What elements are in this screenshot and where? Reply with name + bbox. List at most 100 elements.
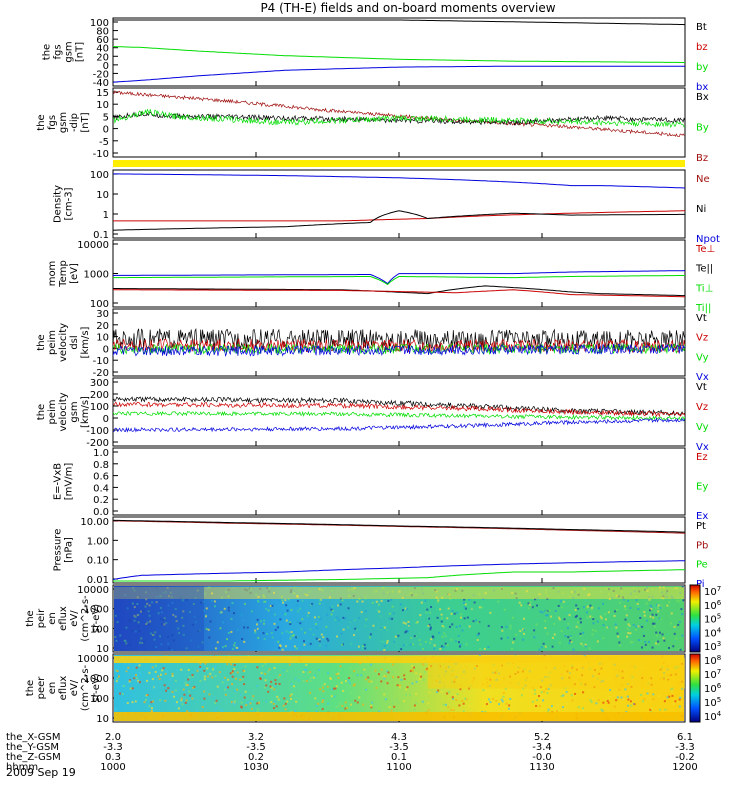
spectrogram-pixel xyxy=(265,607,268,610)
spectrogram-pixel xyxy=(309,691,312,694)
spectrogram-pixel xyxy=(231,683,234,686)
spectrogram-pixel xyxy=(667,646,670,649)
spectrogram-pixel xyxy=(462,702,465,705)
spectrogram-pixel xyxy=(171,601,174,604)
spectrogram-pixel xyxy=(529,601,532,604)
spectrogram-pixel xyxy=(456,633,459,636)
spectrogram-pixel xyxy=(607,611,610,614)
spectrogram-pixel xyxy=(158,678,161,681)
spectrogram-pixel xyxy=(267,609,270,612)
y-axis-label-line: [km/s] xyxy=(80,396,91,428)
series-Ne xyxy=(113,210,685,222)
spectrogram-pixel xyxy=(318,602,321,605)
spectrogram-pixel xyxy=(321,686,324,689)
spectrogram-pixel xyxy=(455,699,458,702)
spectrogram-pixel xyxy=(460,613,463,616)
spectrogram-pixel xyxy=(467,630,470,633)
series-Vt xyxy=(113,396,685,417)
spectrogram-pixel xyxy=(314,622,317,625)
spectrogram-pixel xyxy=(289,694,292,697)
spectrogram-pixel xyxy=(231,701,234,704)
spectrogram-pixel xyxy=(145,623,148,626)
spectrogram-pixel xyxy=(288,663,291,666)
spectrogram-pixel xyxy=(213,696,216,699)
spectrogram-pixel xyxy=(281,632,284,635)
spectrogram-pixel xyxy=(215,706,218,709)
spectrogram-pixel xyxy=(357,669,360,672)
panel-peim-velocity-gsm: the peim velocity gsm [km/s] 3002001000-100-2… xyxy=(36,377,709,453)
spectrogram-pixel xyxy=(569,635,572,638)
spectrogram-pixel xyxy=(350,691,353,694)
spectrogram-pixel xyxy=(406,630,409,633)
spectrogram-pixel xyxy=(392,701,395,704)
spectrogram-pixel xyxy=(196,709,199,712)
y-tick-label: 0.2 xyxy=(93,495,109,506)
spectrogram-pixel xyxy=(150,701,153,704)
spectrogram-pixel xyxy=(263,686,266,689)
spectrogram-pixel xyxy=(259,620,262,623)
spectrogram-pixel xyxy=(206,675,209,678)
spectrogram-pixel xyxy=(651,646,654,649)
colorbar-tick-exponent: 3 xyxy=(717,640,721,648)
y-tick-label: 40 xyxy=(96,44,109,55)
spectrogram-pixel xyxy=(155,601,158,604)
spectrogram-pixel xyxy=(314,674,317,677)
spectrogram-pixel xyxy=(592,622,595,625)
spectrogram-pixel xyxy=(567,623,570,626)
spectrogram-pixel xyxy=(155,664,158,667)
spectrogram-pixel xyxy=(658,631,661,634)
spectrogram-pixel xyxy=(265,700,268,703)
spectrogram-pixel xyxy=(234,699,237,702)
spectrogram-pixel xyxy=(639,616,642,619)
spectrogram-pixel xyxy=(161,623,164,626)
spectrogram-pixel xyxy=(551,645,554,648)
spectrogram-pixel xyxy=(565,690,568,693)
spectrogram-pixel xyxy=(133,619,136,622)
spectrogram-pixel xyxy=(317,615,320,618)
spectrogram-pixel xyxy=(199,662,202,665)
spectrogram-pixel xyxy=(136,662,139,665)
spectrogram-pixel xyxy=(153,638,156,641)
spectrogram-pixel xyxy=(311,602,314,605)
spectrogram-pixel xyxy=(672,702,675,705)
spectrogram-pixel xyxy=(528,603,531,606)
y-tick-label: 0.4 xyxy=(93,483,109,494)
spectrogram-pixel xyxy=(442,626,445,629)
spectrogram-pixel xyxy=(652,698,655,701)
spectrogram-pixel xyxy=(390,677,393,680)
spectrogram-pixel xyxy=(505,625,508,628)
spectrogram-pixel xyxy=(243,696,246,699)
colorbar-tick-label: 106 xyxy=(704,599,722,612)
spectrogram-pixel xyxy=(148,604,151,607)
y-axis-label-line: Density xyxy=(53,185,64,223)
series-by xyxy=(113,46,685,63)
legend-Ti||: Ti|| xyxy=(695,303,711,314)
spectrogram-pixel xyxy=(167,635,170,638)
spectrogram-pixel xyxy=(267,670,270,673)
spectrogram-pixel xyxy=(226,663,229,666)
spectrogram-pixel xyxy=(411,670,414,673)
spectrogram-pixel xyxy=(626,617,629,620)
spectrogram-pixel xyxy=(339,702,342,705)
spectrogram-pixel xyxy=(404,622,407,625)
spectrogram-pixel xyxy=(219,627,222,630)
spectrogram-pixel xyxy=(428,617,431,620)
spectrogram-pixel xyxy=(360,611,363,614)
spectrogram-pixel xyxy=(278,646,281,649)
legend-Vy: Vy xyxy=(696,352,709,363)
spectrogram-pixel xyxy=(137,681,140,684)
spectrogram-pixel xyxy=(164,672,167,675)
spectrogram-pixel xyxy=(242,619,245,622)
legend-Ti⊥: Ti⊥ xyxy=(695,283,713,294)
spectrogram-pixel xyxy=(301,599,304,602)
spectrogram-pixel xyxy=(180,697,183,700)
panels-group: the fgs gsm [nT]100806040200-20-40Btbzbybxt… xyxy=(25,17,722,725)
spectrogram-pixel xyxy=(135,677,138,680)
spectrogram-pixel xyxy=(115,680,118,683)
spectrogram-pixel xyxy=(188,690,191,693)
spectrogram-pixel xyxy=(281,648,284,651)
ephemeris-value: 5.2 xyxy=(534,732,550,743)
spectrogram-pixel xyxy=(353,670,356,673)
spectrogram-pixel xyxy=(640,622,643,625)
